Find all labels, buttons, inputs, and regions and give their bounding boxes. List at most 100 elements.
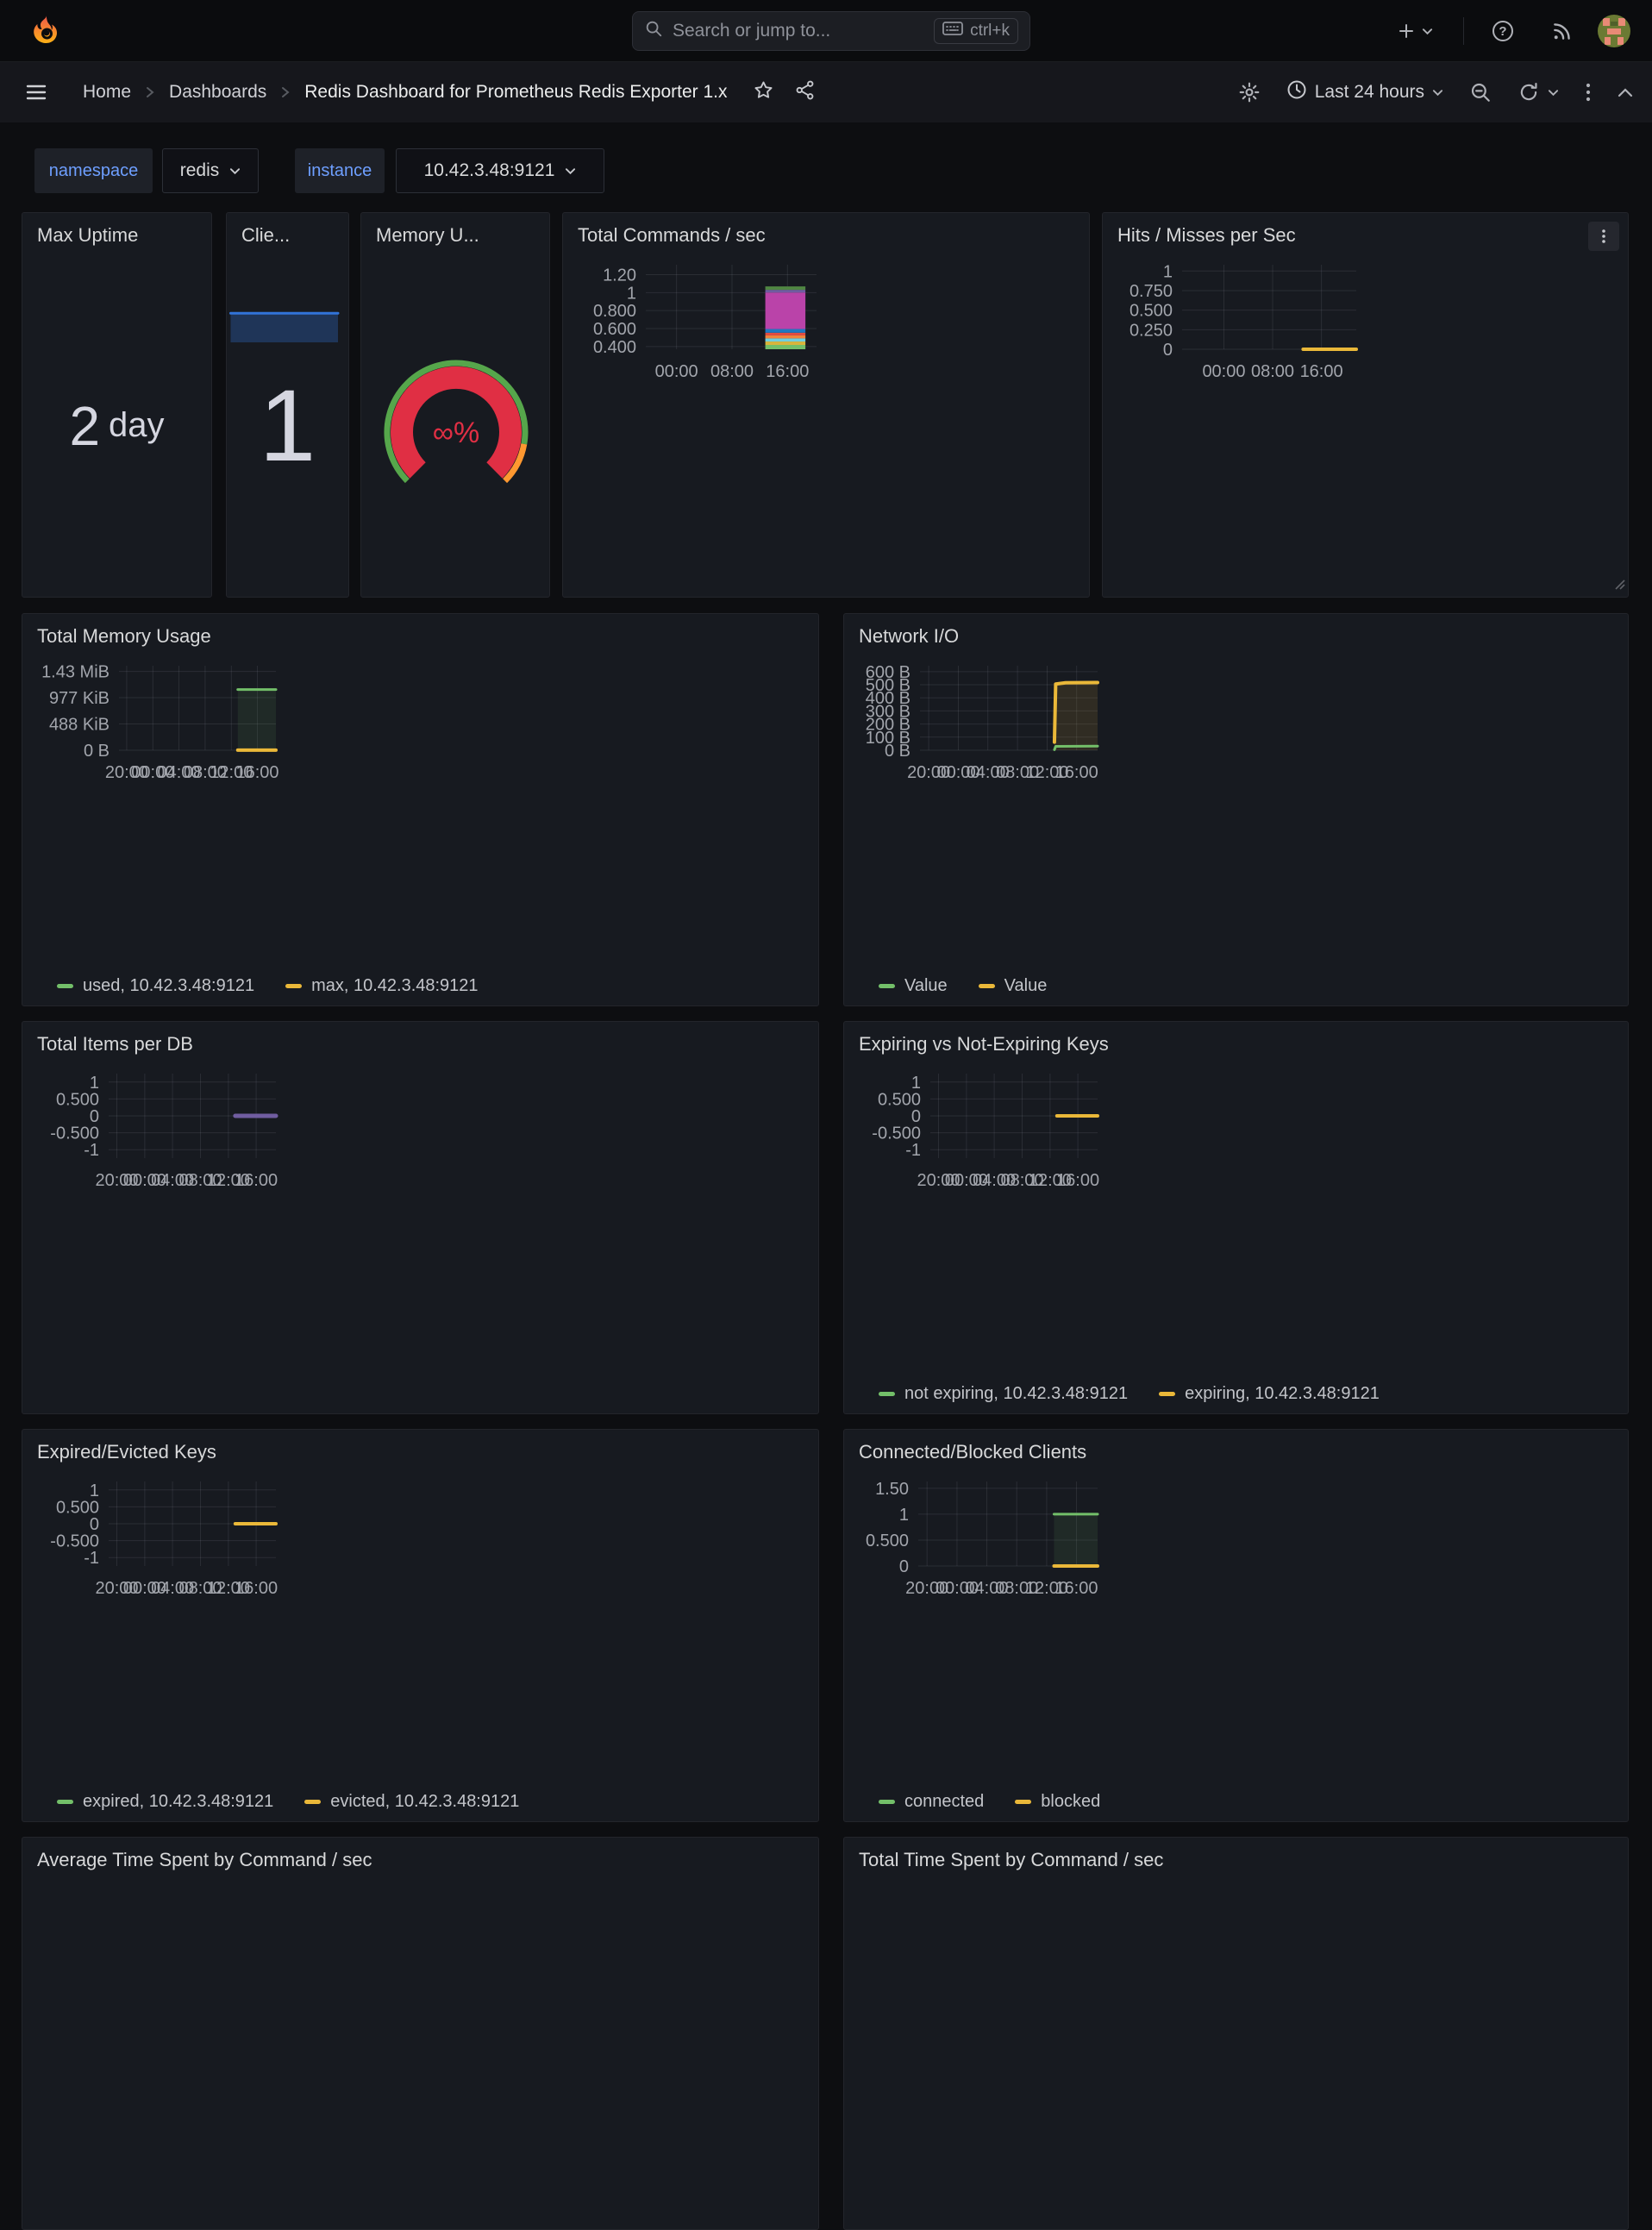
panel-connected-blocked: Connected/Blocked Clients 20:0000:0004:0… <box>843 1429 1629 1822</box>
panel-title[interactable]: Connected/Blocked Clients <box>844 1430 1628 1463</box>
help-icon[interactable]: ? <box>1491 0 1515 62</box>
chart-total-items[interactable]: 20:0000:0004:0008:0012:0016:0010.5000-0.… <box>29 1065 288 1194</box>
panel-title[interactable]: Total Items per DB <box>22 1022 818 1055</box>
chart-hits-misses[interactable]: 00:0008:0016:0010.7500.5000.2500 <box>1110 256 1368 385</box>
chart-connected-blocked[interactable]: 20:0000:0004:0008:0012:0016:001.5010.500… <box>851 1473 1110 1602</box>
add-button[interactable] <box>1397 0 1433 62</box>
chart-network-io[interactable]: 20:0000:0004:0008:0012:0016:00600 B500 B… <box>851 657 1110 786</box>
legend-item[interactable]: used, 10.42.3.48:9121 <box>57 976 254 996</box>
kebab-icon <box>1601 227 1606 246</box>
legend-item[interactable]: blocked <box>1015 1792 1100 1812</box>
chart-legend: Value Value <box>879 976 1047 996</box>
avatar[interactable] <box>1597 0 1631 62</box>
breadcrumb-current: Redis Dashboard for Prometheus Redis Exp… <box>304 82 727 103</box>
legend-item[interactable]: max, 10.42.3.48:9121 <box>285 976 478 996</box>
legend-item[interactable]: connected <box>879 1792 984 1812</box>
svg-text:16:00: 16:00 <box>1055 763 1098 782</box>
chart-total-commands[interactable]: 00:0008:0016:001.2010.8000.6000.400 <box>570 256 829 385</box>
svg-text:0.500: 0.500 <box>1129 302 1173 321</box>
panel-title[interactable]: Total Memory Usage <box>22 614 818 648</box>
news-icon[interactable] <box>1551 0 1574 62</box>
panel-menu-button[interactable] <box>1588 222 1619 251</box>
svg-text:0.400: 0.400 <box>593 338 636 357</box>
legend-item[interactable]: Value <box>879 976 948 996</box>
variable-select-instance[interactable]: 10.42.3.48:9121 <box>396 148 604 193</box>
legend-item[interactable]: expiring, 10.42.3.48:9121 <box>1159 1384 1380 1404</box>
svg-text:16:00: 16:00 <box>766 362 809 381</box>
svg-text:00:00: 00:00 <box>1202 362 1245 381</box>
svg-text:0 B: 0 B <box>885 742 910 761</box>
time-range-picker[interactable]: Last 24 hours <box>1286 79 1443 105</box>
panel-total-commands: Total Commands / sec 00:0008:0016:001.20… <box>562 212 1090 598</box>
variable-label-namespace: namespace <box>34 148 153 193</box>
star-icon[interactable] <box>753 79 774 106</box>
share-icon[interactable] <box>794 79 816 106</box>
breadcrumb-home[interactable]: Home <box>83 82 131 103</box>
refresh-icon <box>1517 81 1540 103</box>
resize-handle[interactable] <box>1613 578 1625 594</box>
kebab-menu-icon[interactable] <box>1585 81 1592 103</box>
shortcut-badge: ctrl+k <box>934 18 1018 44</box>
svg-text:16:00: 16:00 <box>1056 1171 1099 1190</box>
svg-text:08:00: 08:00 <box>710 362 754 381</box>
zoom-out-icon[interactable] <box>1469 81 1492 103</box>
panel-title[interactable]: Total Commands / sec <box>563 213 1089 247</box>
panel-total-items: Total Items per DB 20:0000:0004:0008:001… <box>22 1021 819 1414</box>
panel-expiring-keys: Expiring vs Not-Expiring Keys 20:0000:00… <box>843 1021 1629 1414</box>
dashboard-header: Home Dashboards Redis Dashboard for Prom… <box>0 62 1652 122</box>
panel-total-time: Total Time Spent by Command / sec <box>843 1837 1629 2230</box>
search-placeholder: Search or jump to... <box>673 21 830 41</box>
svg-text:1: 1 <box>1163 262 1173 281</box>
panel-title[interactable]: Expired/Evicted Keys <box>22 1430 818 1463</box>
legend-item[interactable]: not expiring, 10.42.3.48:9121 <box>879 1384 1128 1404</box>
svg-text:0.250: 0.250 <box>1129 321 1173 340</box>
svg-text:0.600: 0.600 <box>593 320 636 339</box>
collapse-chevron-up-icon[interactable] <box>1618 88 1633 97</box>
search-icon <box>644 19 663 43</box>
svg-text:16:00: 16:00 <box>235 1579 278 1598</box>
refresh-button[interactable] <box>1517 81 1559 103</box>
search-input[interactable]: Search or jump to... ctrl+k <box>632 11 1030 51</box>
svg-text:0: 0 <box>899 1557 909 1576</box>
stat-value: 2 <box>69 394 100 458</box>
variable-select-namespace[interactable]: redis <box>162 148 259 193</box>
panel-total-memory: Total Memory Usage 20:0000:0004:0008:001… <box>22 613 819 1006</box>
menu-icon[interactable] <box>26 84 47 105</box>
legend-item[interactable]: evicted, 10.42.3.48:9121 <box>304 1792 519 1812</box>
svg-text:0.500: 0.500 <box>866 1532 909 1550</box>
svg-text:-1: -1 <box>84 1549 99 1568</box>
svg-text:0: 0 <box>1163 341 1173 360</box>
settings-gear-icon[interactable] <box>1238 81 1261 103</box>
variable-label-instance: instance <box>295 148 385 193</box>
chart-total-memory[interactable]: 20:0000:0004:0008:0012:0016:001.43 MiB97… <box>29 657 288 786</box>
svg-text:?: ? <box>1499 24 1506 39</box>
panel-avg-time: Average Time Spent by Command / sec <box>22 1837 819 2230</box>
svg-text:16:00: 16:00 <box>235 1171 278 1190</box>
grafana-logo-icon[interactable] <box>28 14 63 53</box>
panel-title[interactable]: Expiring vs Not-Expiring Keys <box>844 1022 1628 1055</box>
stat-value: 1 <box>260 367 316 485</box>
svg-text:0 B: 0 B <box>84 742 110 761</box>
panel-title[interactable]: Hits / Misses per Sec <box>1103 213 1628 247</box>
chart-expiring-keys[interactable]: 20:0000:0004:0008:0012:0016:0010.5000-0.… <box>851 1065 1110 1194</box>
chart-expired-evicted[interactable]: 20:0000:0004:0008:0012:0016:0010.5000-0.… <box>29 1473 288 1602</box>
legend-item[interactable]: expired, 10.42.3.48:9121 <box>57 1792 273 1812</box>
svg-text:488 KiB: 488 KiB <box>49 716 110 735</box>
keyboard-icon <box>942 21 963 41</box>
top-nav: Search or jump to... ctrl+k ? <box>0 0 1652 62</box>
clock-icon <box>1286 79 1307 105</box>
panel-title[interactable]: Total Time Spent by Command / sec <box>844 1838 1628 1871</box>
panel-expired-evicted: Expired/Evicted Keys 20:0000:0004:0008:0… <box>22 1429 819 1822</box>
chevron-down-icon <box>1548 89 1559 97</box>
panel-title[interactable]: Memory U... <box>361 213 549 247</box>
panel-title[interactable]: Average Time Spent by Command / sec <box>22 1838 818 1871</box>
panel-title[interactable]: Network I/O <box>844 614 1628 648</box>
breadcrumb-dashboards[interactable]: Dashboards <box>169 82 266 103</box>
svg-text:1: 1 <box>627 284 636 303</box>
svg-text:16:00: 16:00 <box>235 763 278 782</box>
chevron-right-icon <box>146 86 154 98</box>
chart-legend: connected blocked <box>879 1792 1100 1812</box>
legend-item[interactable]: Value <box>979 976 1048 996</box>
svg-text:977 KiB: 977 KiB <box>49 689 110 708</box>
chart-legend: used, 10.42.3.48:9121 max, 10.42.3.48:912… <box>57 976 479 996</box>
